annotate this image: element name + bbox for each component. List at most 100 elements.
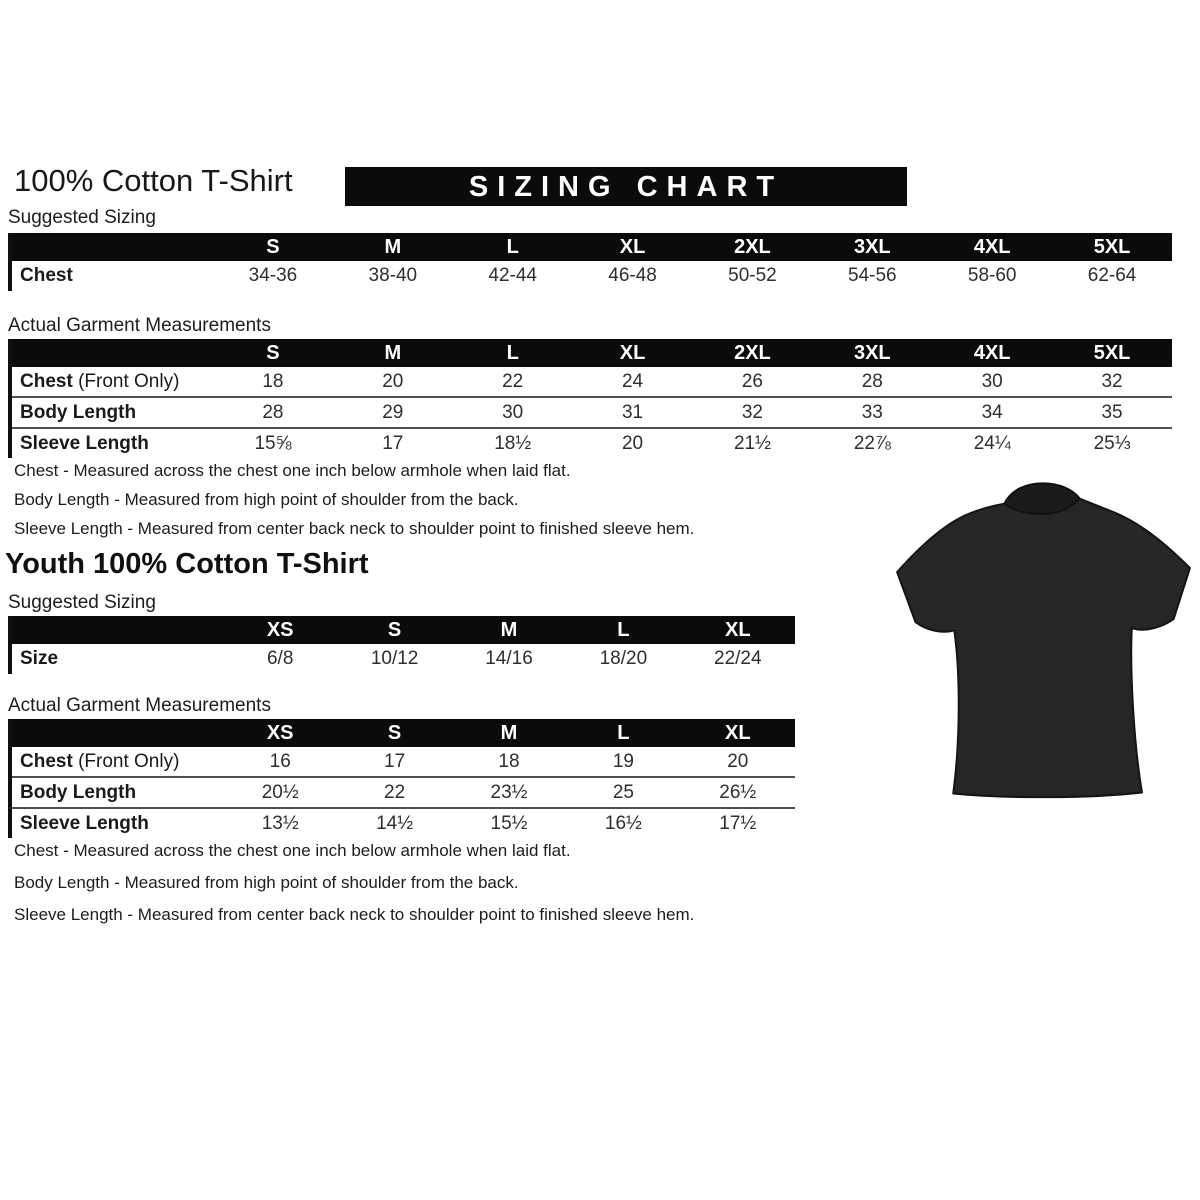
- page-title: 100% Cotton T-Shirt: [14, 163, 293, 198]
- row-label: Chest (Front Only): [20, 370, 180, 392]
- column-header-s: S: [387, 721, 402, 744]
- value-cell: 38-40: [368, 265, 418, 286]
- youth-actual-measurements-table: XS S M L XL Chest (Front Only) 16 17 18 19 20 Body …: [8, 719, 795, 838]
- column-header-m: M: [500, 618, 518, 641]
- column-header-xl: XL: [619, 235, 646, 258]
- column-header-s: S: [387, 618, 402, 641]
- youth-section-title: Youth 100% Cotton T-Shirt: [5, 548, 369, 580]
- sizing-chart-banner: SIZING CHART: [345, 167, 907, 206]
- value-cell: 16½: [604, 812, 642, 834]
- column-header-2xl: 2XL: [734, 341, 771, 364]
- row-label: Chest: [20, 265, 73, 286]
- table-row: Chest (Front Only) 16 17 18 19 20: [12, 747, 795, 776]
- value-cell: 28: [861, 370, 883, 392]
- note-body-length: Body Length - Measured from high point o…: [14, 490, 519, 509]
- youth-measurement-notes: Chest - Measured across the chest one in…: [14, 841, 694, 937]
- value-cell: 32: [1101, 370, 1123, 392]
- value-cell: 14½: [376, 812, 414, 834]
- column-header-5xl: 5XL: [1093, 341, 1131, 364]
- table-row: Chest (Front Only) 18 20 22 24 26 28 30 32: [12, 367, 1172, 396]
- note-body-length: Body Length - Measured from high point o…: [14, 873, 519, 892]
- value-cell: 10/12: [370, 648, 419, 669]
- table-row: Body Length 28 29 30 31 32 33 34 35: [12, 396, 1172, 427]
- value-cell: 23½: [490, 781, 528, 803]
- column-header-3xl: 3XL: [853, 341, 891, 364]
- value-cell: 24: [621, 370, 644, 392]
- value-cell: 54-56: [848, 265, 897, 286]
- value-cell: 20: [621, 432, 644, 454]
- value-cell: 58-60: [967, 265, 1017, 286]
- column-header-m: M: [384, 235, 402, 258]
- value-cell: 26: [741, 370, 763, 392]
- note-sleeve-length: Sleeve Length - Measured from center bac…: [14, 519, 695, 538]
- value-cell: 14/16: [485, 648, 533, 669]
- value-cell: 19: [612, 750, 634, 772]
- table-header-row: XS S M L XL: [12, 719, 795, 747]
- value-cell: 21½: [733, 432, 771, 454]
- table-row: Body Length 20½ 22 23½ 25 26½: [12, 776, 795, 807]
- note-chest: Chest - Measured across the chest one in…: [14, 461, 571, 480]
- column-header-l: L: [506, 341, 519, 364]
- note-chest: Chest - Measured across the chest one in…: [14, 841, 571, 860]
- column-header-l: L: [506, 235, 519, 258]
- column-header-m: M: [500, 721, 518, 744]
- value-cell: 22/24: [714, 648, 762, 669]
- value-cell: 16: [269, 750, 291, 772]
- value-cell: 24¼: [973, 432, 1011, 454]
- adult-measurement-notes: Chest - Measured across the chest one in…: [14, 461, 694, 548]
- value-cell: 34-36: [248, 265, 298, 286]
- table-header-row: S M L XL 2XL 3XL 4XL 5XL: [12, 339, 1172, 367]
- table-row: Size 6/8 10/12 14/16 18/20 22/24: [12, 644, 795, 674]
- note-sleeve-length: Sleeve Length - Measured from center bac…: [14, 905, 695, 924]
- value-cell: 6/8: [266, 648, 294, 669]
- table-row: Sleeve Length 13½ 14½ 15½ 16½ 17½: [12, 807, 795, 838]
- column-header-xl: XL: [725, 618, 751, 641]
- value-cell: 28: [262, 401, 284, 423]
- value-cell: 62-64: [1087, 265, 1137, 286]
- column-header-l: L: [617, 721, 630, 744]
- value-cell: 22: [502, 370, 524, 392]
- column-header-5xl: 5XL: [1093, 235, 1131, 258]
- value-cell: 31: [621, 401, 644, 423]
- adult-actual-measurements-label: Actual Garment Measurements: [8, 315, 271, 336]
- row-label: Sleeve Length: [20, 432, 149, 454]
- adult-actual-measurements-table: S M L XL 2XL 3XL 4XL 5XL Chest (Front Only) 18 20 2…: [8, 339, 1172, 458]
- row-label: Body Length: [20, 781, 137, 803]
- value-cell: 35: [1101, 401, 1123, 423]
- value-cell: 32: [741, 401, 763, 423]
- column-header-4xl: 4XL: [973, 341, 1011, 364]
- adult-suggested-sizing-table: S M L XL 2XL 3XL 4XL 5XL Chest 34-36 38-40 42-44 46-…: [8, 233, 1172, 291]
- column-header-3xl: 3XL: [853, 235, 891, 258]
- value-cell: 18½: [494, 432, 532, 454]
- column-header-xl: XL: [619, 341, 646, 364]
- value-cell: 18: [262, 370, 284, 392]
- value-cell: 17½: [719, 812, 757, 834]
- value-cell: 13½: [261, 812, 299, 834]
- column-header-xl: XL: [725, 721, 751, 744]
- column-header-m: M: [384, 341, 402, 364]
- column-header-l: L: [617, 618, 630, 641]
- value-cell: 42-44: [488, 265, 537, 286]
- adult-suggested-sizing-label: Suggested Sizing: [8, 207, 156, 228]
- column-header-s: S: [266, 235, 280, 258]
- value-cell: 34: [981, 401, 1003, 423]
- value-cell: 22⅞: [853, 432, 891, 454]
- value-cell: 20: [727, 750, 749, 772]
- row-label: Chest (Front Only): [20, 750, 180, 772]
- value-cell: 17: [384, 750, 406, 772]
- column-header-xs: XS: [266, 721, 294, 744]
- value-cell: 18/20: [599, 648, 648, 669]
- black-tshirt-icon: [896, 482, 1191, 799]
- value-cell: 20½: [261, 781, 299, 803]
- column-header-4xl: 4XL: [973, 235, 1011, 258]
- tshirt-collar: [1003, 482, 1081, 515]
- column-header-xs: XS: [266, 618, 294, 641]
- tshirt-body: [896, 482, 1191, 799]
- value-cell: 15⅝: [254, 432, 292, 454]
- value-cell: 18: [498, 750, 520, 772]
- table-row: Sleeve Length 15⅝ 17 18½ 20 21½ 22⅞ 24¼ 25⅓: [12, 427, 1172, 458]
- value-cell: 50-52: [728, 265, 777, 286]
- value-cell: 30: [981, 370, 1003, 392]
- row-label: Sleeve Length: [20, 812, 149, 834]
- column-header-s: S: [266, 341, 280, 364]
